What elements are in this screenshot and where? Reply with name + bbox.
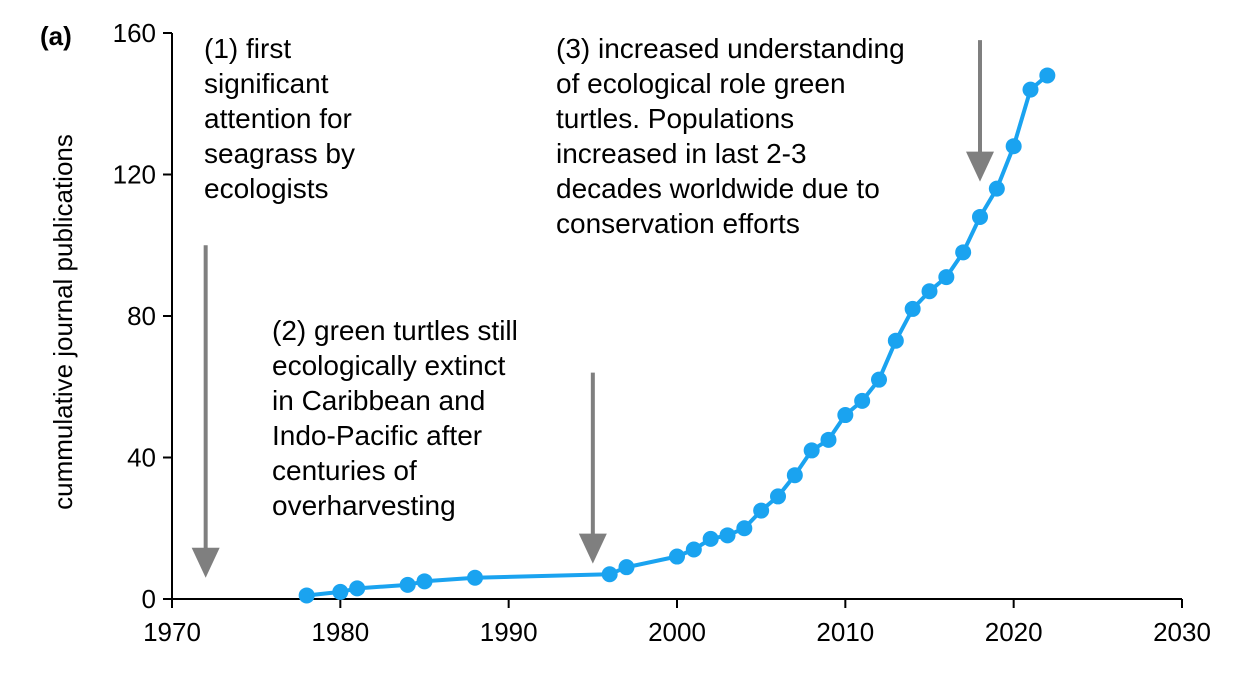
annotation-line: ecologists <box>204 173 329 204</box>
annotation-1: (1) first significant attention for seagras… <box>191 33 355 578</box>
data-point <box>753 502 770 519</box>
annotation-line: (1) first <box>204 33 291 64</box>
data-point <box>871 371 887 388</box>
data-point <box>719 527 736 544</box>
annotation-line: of ecological role green <box>556 68 846 99</box>
data-point <box>921 283 938 300</box>
annotation-arrow-head <box>966 151 994 182</box>
annotations: (1) first significant attention for seagras… <box>191 33 994 578</box>
x-tick-label: 2000 <box>648 617 706 647</box>
y-tick-label: 80 <box>127 301 156 331</box>
annotation-line: decades worldwide due to <box>556 173 880 204</box>
data-point <box>786 467 803 484</box>
y-tick-label: 0 <box>142 584 156 614</box>
y-tick-label: 160 <box>113 18 156 48</box>
data-point <box>972 208 988 225</box>
annotation-line: turtles. Populations <box>556 103 794 134</box>
data-point <box>349 580 366 597</box>
y-axis-title: cummulative journal publications <box>48 134 78 510</box>
annotation-text: (2) green turtles still ecologically exti… <box>272 315 518 521</box>
data-point <box>601 566 618 583</box>
data-point <box>685 541 702 558</box>
x-tick-label: 1980 <box>311 617 369 647</box>
data-point <box>416 573 433 590</box>
data-point <box>298 587 315 604</box>
annotation-line: centuries of <box>272 455 417 486</box>
annotation-text: (1) first significant attention for seagras… <box>204 33 355 204</box>
axes: 1970 1980 1990 2000 2010 2020 2030 0 40 80 120 160 <box>113 18 1211 647</box>
data-point <box>854 392 871 409</box>
data-point <box>887 332 904 349</box>
y-tick-label: 40 <box>127 443 156 473</box>
annotation-line: conservation efforts <box>556 208 800 239</box>
annotation-2: (2) green turtles still ecologically exti… <box>272 315 607 564</box>
data-point <box>1022 81 1039 98</box>
x-tick-label: 2030 <box>1153 617 1211 647</box>
annotation-arrow-head <box>578 533 607 564</box>
data-point <box>988 180 1005 197</box>
x-tick-label: 2020 <box>985 617 1043 647</box>
annotation-line: (3) increased understanding <box>556 33 905 64</box>
panel-label: (a) <box>40 21 72 51</box>
annotation-line: increased in last 2-3 <box>556 138 807 169</box>
data-point <box>770 488 786 505</box>
data-point <box>669 548 685 565</box>
data-point <box>736 520 753 537</box>
annotation-3: (3) increased understanding of ecological… <box>556 33 994 239</box>
annotation-line: ecologically extinct <box>272 350 506 381</box>
data-point <box>618 559 635 576</box>
x-tick-label: 1970 <box>143 617 201 647</box>
data-point <box>955 244 972 261</box>
data-point <box>399 576 416 593</box>
data-point <box>702 530 719 547</box>
data-point <box>904 300 921 317</box>
annotation-line: in Caribbean and <box>272 385 485 416</box>
data-point <box>1039 67 1056 84</box>
y-tick-label: 120 <box>113 160 156 190</box>
annotation-line: Indo-Pacific after <box>272 420 482 451</box>
annotation-line: seagrass by <box>204 138 355 169</box>
data-point <box>837 407 854 424</box>
annotation-text: (3) increased understanding of ecological… <box>556 33 905 239</box>
x-tick-label: 2010 <box>816 617 874 647</box>
data-point <box>938 269 955 286</box>
data-point <box>803 442 820 459</box>
annotation-line: (2) green turtles still <box>272 315 518 346</box>
data-point <box>467 569 483 586</box>
data-point <box>332 583 349 600</box>
series <box>298 67 1056 604</box>
annotation-line: overharvesting <box>272 490 456 521</box>
data-point <box>1005 138 1022 155</box>
x-tick-label: 1990 <box>480 617 538 647</box>
annotation-line: significant <box>204 68 329 99</box>
annotation-line: attention for <box>204 103 352 134</box>
annotation-arrow-head <box>191 547 220 578</box>
data-point <box>820 431 837 448</box>
